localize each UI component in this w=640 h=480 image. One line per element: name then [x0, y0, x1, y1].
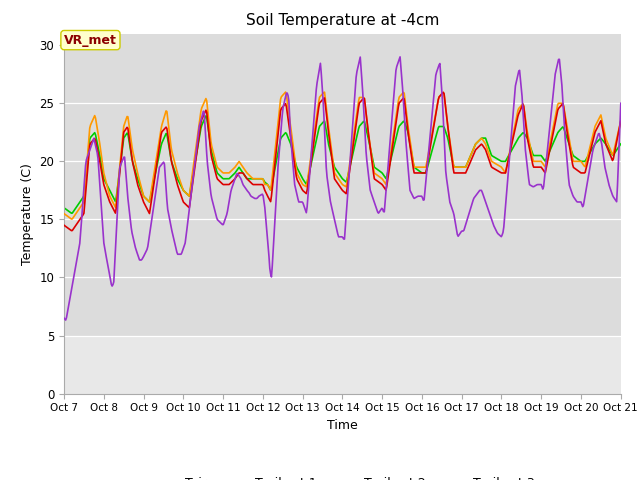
Bar — [64, 34, 621, 336]
Legend: Tair, Tsoil set 1, Tsoil set 2, Tsoil set 3: Tair, Tsoil set 1, Tsoil set 2, Tsoil se… — [145, 472, 540, 480]
X-axis label: Time: Time — [327, 419, 358, 432]
Text: VR_met: VR_met — [64, 34, 117, 47]
Y-axis label: Temperature (C): Temperature (C) — [21, 163, 34, 264]
Title: Soil Temperature at -4cm: Soil Temperature at -4cm — [246, 13, 439, 28]
